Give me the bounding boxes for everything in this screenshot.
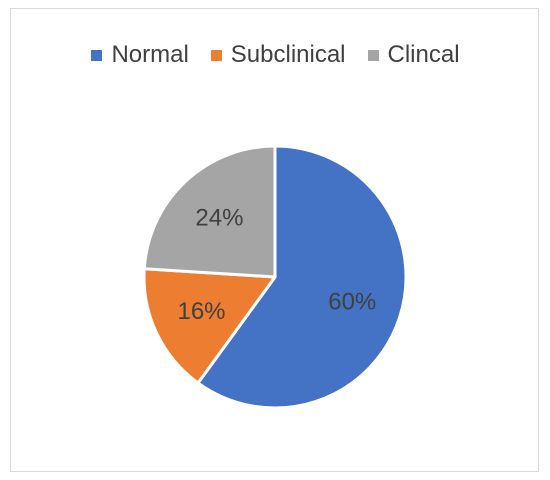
chart-legend: Normal Subclinical Clincal (11, 41, 540, 69)
pie-slice-subclinical (142, 267, 277, 385)
pie-chart: 60% 16% 24% (142, 144, 408, 410)
legend-item-clincal: Clincal (367, 41, 460, 69)
legend-label-clincal: Clincal (387, 41, 460, 68)
legend-label-subclinical: Subclinical (230, 41, 346, 68)
legend-swatch-clincal (367, 49, 379, 61)
data-label-subclinical: 16% (177, 298, 225, 325)
legend-swatch-subclinical (210, 49, 222, 61)
legend-label-normal: Normal (111, 41, 189, 68)
legend-swatch-normal (91, 49, 103, 61)
data-label-normal: 60% (328, 289, 376, 316)
legend-item-normal: Normal (91, 41, 189, 69)
chart-area: Normal Subclinical Clincal 60% 16% 24% (10, 8, 539, 472)
legend-item-subclinical: Subclinical (210, 41, 346, 69)
pie-slice-normal (196, 144, 408, 410)
data-label-clincal: 24% (195, 204, 243, 231)
pie-slice-clincal (142, 144, 277, 279)
